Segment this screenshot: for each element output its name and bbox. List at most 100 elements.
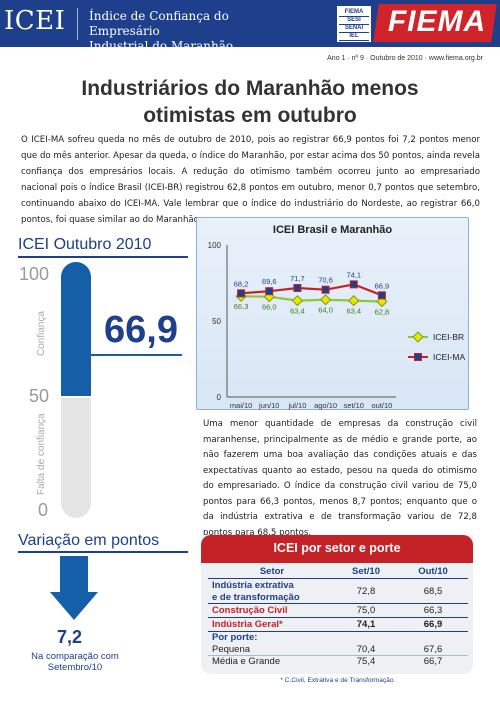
variation-value: 7,2 — [57, 627, 83, 647]
gauge-empty — [61, 398, 91, 518]
table-divider — [208, 578, 468, 579]
system-logo: FIEMA SESI SENAI IEL — [337, 6, 371, 42]
table-row-label-line: Indústria extrativa — [212, 580, 294, 591]
y-tick-label: 50 — [212, 317, 221, 326]
data-label: 66,3 — [234, 302, 249, 311]
table-header-cell: Out/10 — [418, 566, 448, 577]
table-cell: 75,4 — [356, 656, 376, 667]
table-porte-label: Por porte: — [212, 632, 258, 643]
x-tick-label: mai/10 — [230, 401, 253, 410]
variation-note: Na comparação com Setembro/10 — [20, 651, 130, 673]
header-title-line2: Industrial do Maranhão — [89, 39, 234, 53]
table-row: Indústria extrativa e de transformação 7… — [208, 580, 468, 604]
gauge-label-lower: Falta de confiança — [36, 413, 47, 495]
logo-line: FIEMA — [339, 8, 369, 17]
gauge-fill — [61, 262, 91, 396]
brand-logo: FIEMA — [387, 5, 487, 38]
gauge-title: ICEI Outubro 2010 — [18, 236, 152, 253]
variation-title-rule — [18, 551, 188, 553]
data-label: 66,9 — [375, 281, 390, 290]
headline-line1: Industriários do Maranhão menos — [81, 77, 419, 100]
data-label: 71,7 — [290, 274, 305, 283]
series-point-icei-ma — [265, 287, 274, 296]
y-tick-label: 100 — [208, 241, 222, 250]
data-label: 70,6 — [318, 276, 333, 285]
table-cell: 74,1 — [356, 619, 376, 630]
logo-line: SENAI — [339, 24, 369, 33]
logo-line: SESI — [339, 16, 369, 25]
series-point-icei-ma — [293, 284, 302, 293]
data-label: 69,6 — [262, 277, 277, 286]
gauge-scale-100: 100 — [19, 264, 50, 284]
table-row-label: Média e Grande — [212, 656, 281, 667]
header-separator — [77, 8, 78, 40]
series-line-icei-br — [241, 295, 382, 303]
down-arrow-icon — [60, 556, 88, 592]
table-footnote: * C.Civil, Extrativa e de Transformação — [280, 677, 394, 684]
table-cell: 66,3 — [423, 605, 443, 616]
table-row-label-line: e de transformação — [212, 592, 300, 603]
gauge-title-rule — [18, 256, 188, 258]
gauge-value-pointer — [84, 354, 182, 356]
data-label: 74,1 — [346, 270, 361, 279]
x-tick-label: out/10 — [371, 401, 392, 410]
series-point-icei-ma — [237, 289, 246, 298]
table-header-cell: Setor — [259, 566, 285, 577]
x-tick-label: jun/10 — [258, 401, 279, 410]
line-chart: 0 50 100 mai/10 jun/10 jul/10 ago/10 set/10 out/… — [208, 241, 466, 410]
header-acronym: ICEI — [4, 6, 66, 36]
table-row-label: Pequena — [212, 644, 251, 655]
table-row-label: Indústria Geral* — [212, 619, 283, 630]
legend-label: ICEI-MA — [433, 352, 465, 362]
sector-table-header — [201, 535, 473, 563]
series-point-icei-ma — [349, 280, 358, 289]
legend-swatch-marker — [414, 353, 422, 361]
data-label: 64,0 — [318, 306, 333, 315]
series-line-icei-ma — [241, 283, 383, 297]
table-cell: 72,8 — [356, 586, 376, 597]
table-row-label: Construção Civil — [212, 605, 288, 616]
table-divider — [208, 617, 468, 618]
table-row-label: Indústria extrativa e de transformação — [212, 580, 332, 604]
body-paragraph: Uma menor quantidade de empresas da cons… — [203, 419, 477, 538]
table-cell: 68,5 — [423, 586, 443, 597]
data-label: 68,2 — [234, 279, 249, 288]
variation-title: Variação em pontos — [18, 532, 160, 549]
x-tick-label: jul/10 — [287, 401, 306, 410]
chart-panel — [196, 217, 469, 410]
logo-line: IEL — [339, 32, 369, 41]
data-label: 62,8 — [375, 308, 390, 317]
series-point-icei-br — [319, 294, 332, 306]
data-label: 63,4 — [290, 307, 305, 316]
table-cell: 66,7 — [423, 656, 443, 667]
headline: Industriários do Maranhão menos otimista… — [40, 75, 460, 129]
header-title: Índice de Confiança do Empresário Indust… — [89, 9, 289, 54]
gauge-midline — [56, 396, 96, 398]
table-divider — [208, 655, 468, 656]
chart-title: ICEI Brasil e Maranhão — [272, 224, 393, 236]
headline-line2: otimistas em outubro — [143, 104, 357, 127]
series-point-icei-br — [348, 294, 360, 307]
legend-label: ICEI-BR — [433, 332, 464, 342]
issue-line: Ano 1 · nº 9 · Outubro de 2010 · www.fie… — [327, 55, 483, 62]
series-point-icei-ma — [321, 285, 330, 294]
table-header-cell: Set/10 — [352, 566, 380, 577]
sector-table-title: ICEI por setor e porte — [273, 541, 401, 555]
variation-note-line1: Na comparação com — [31, 651, 119, 662]
header-title-line1: Índice de Confiança do Empresário — [89, 9, 229, 38]
y-tick-label: 0 — [217, 393, 222, 402]
series-point-icei-ma — [377, 291, 386, 300]
intro-paragraph: O ICEI-MA sofreu queda no mês de outubro… — [21, 135, 480, 225]
gauge-scale-50: 50 — [29, 386, 50, 406]
down-arrow-head-icon — [50, 592, 98, 620]
x-tick-label: set/10 — [344, 401, 364, 410]
gauge-label-upper: Confiança — [36, 310, 47, 356]
gauge-value: 66,9 — [104, 309, 178, 351]
data-label: 66,0 — [262, 303, 277, 312]
table-divider — [208, 603, 468, 604]
legend-swatch-marker — [412, 331, 424, 343]
table-cell: 70,4 — [356, 644, 376, 655]
gauge-scale-0: 0 — [38, 500, 49, 520]
variation-note-line2: Setembro/10 — [47, 662, 103, 673]
table-cell: 75,0 — [356, 605, 376, 616]
